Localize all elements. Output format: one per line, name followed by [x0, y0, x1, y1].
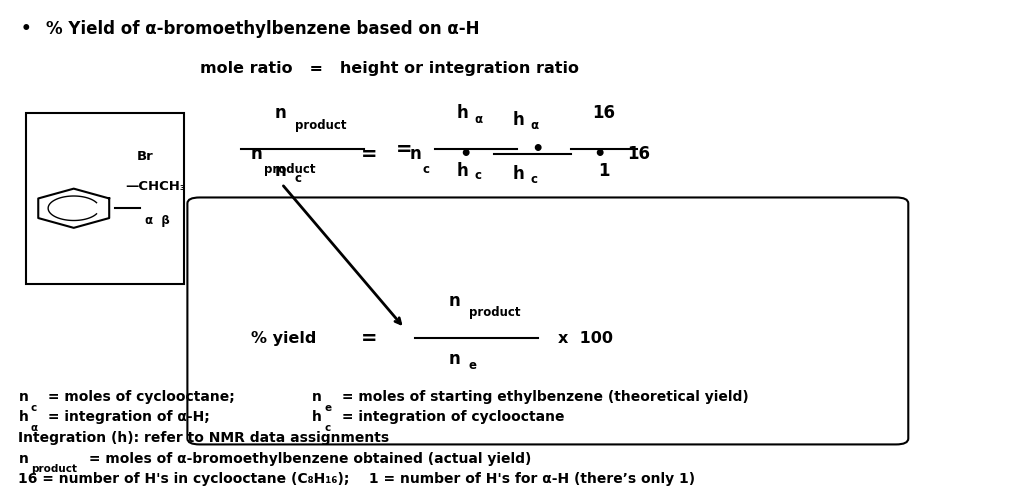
Text: c: c — [31, 403, 37, 413]
FancyBboxPatch shape — [26, 113, 184, 284]
Text: Integration (h): refer to NMR data assignments: Integration (h): refer to NMR data assig… — [18, 431, 389, 445]
Text: 16 = number of H's in cyclooctane (C₈H₁₆);    1 = number of H's for α-H (there’s: 16 = number of H's in cyclooctane (C₈H₁₆… — [18, 472, 695, 486]
Text: n: n — [410, 146, 421, 163]
Text: e: e — [469, 359, 477, 372]
Text: α: α — [530, 119, 539, 132]
Text: = integration of cyclooctane: = integration of cyclooctane — [337, 411, 564, 424]
Text: = moles of starting ethylbenzene (theoretical yield): = moles of starting ethylbenzene (theore… — [337, 390, 749, 404]
FancyBboxPatch shape — [187, 197, 908, 444]
Text: e: e — [325, 403, 332, 413]
Text: c: c — [325, 423, 331, 433]
Text: % yield: % yield — [251, 331, 316, 345]
Text: 16: 16 — [627, 146, 649, 163]
Text: = moles of cyclooctane;: = moles of cyclooctane; — [43, 390, 234, 404]
Text: α  β: α β — [145, 214, 170, 227]
Text: 16: 16 — [593, 104, 615, 122]
Text: product: product — [31, 465, 77, 474]
Text: c: c — [530, 173, 538, 186]
Text: n: n — [18, 452, 29, 466]
Text: h: h — [312, 411, 323, 424]
Text: mole ratio   =   height or integration ratio: mole ratio = height or integration ratio — [200, 61, 579, 76]
Text: product: product — [264, 163, 315, 175]
Text: h: h — [457, 162, 468, 180]
Text: product: product — [295, 119, 346, 132]
Text: n: n — [450, 350, 461, 368]
Text: n: n — [251, 146, 262, 163]
Text: =: = — [396, 140, 413, 159]
Text: •: • — [460, 145, 472, 164]
Text: c: c — [474, 169, 481, 182]
Text: h: h — [513, 165, 524, 183]
Text: h: h — [18, 411, 29, 424]
Text: Br: Br — [137, 150, 154, 163]
Text: •: • — [531, 140, 544, 159]
Text: n: n — [312, 390, 323, 404]
Text: α: α — [474, 113, 482, 126]
Text: n: n — [275, 104, 287, 122]
Text: h: h — [513, 111, 524, 129]
Text: c: c — [423, 163, 430, 175]
Text: α: α — [31, 423, 38, 433]
Text: =: = — [360, 329, 377, 347]
Text: product: product — [469, 306, 520, 319]
Text: •: • — [593, 145, 605, 164]
Text: n: n — [450, 292, 461, 310]
Text: % Yield of α-bromoethylbenzene based on α-H: % Yield of α-bromoethylbenzene based on … — [46, 20, 479, 38]
Text: =: = — [360, 145, 377, 164]
Text: c: c — [295, 172, 302, 185]
Text: x  100: x 100 — [558, 331, 613, 345]
Text: h: h — [457, 104, 468, 122]
Text: —CHCH₃: —CHCH₃ — [125, 180, 185, 193]
Text: n: n — [18, 390, 29, 404]
Text: = moles of α-bromoethylbenzene obtained (actual yield): = moles of α-bromoethylbenzene obtained … — [84, 452, 531, 466]
Text: 1: 1 — [598, 162, 610, 180]
Text: n: n — [275, 162, 287, 180]
Text: •: • — [20, 20, 31, 38]
Text: = integration of α-H;: = integration of α-H; — [43, 411, 210, 424]
